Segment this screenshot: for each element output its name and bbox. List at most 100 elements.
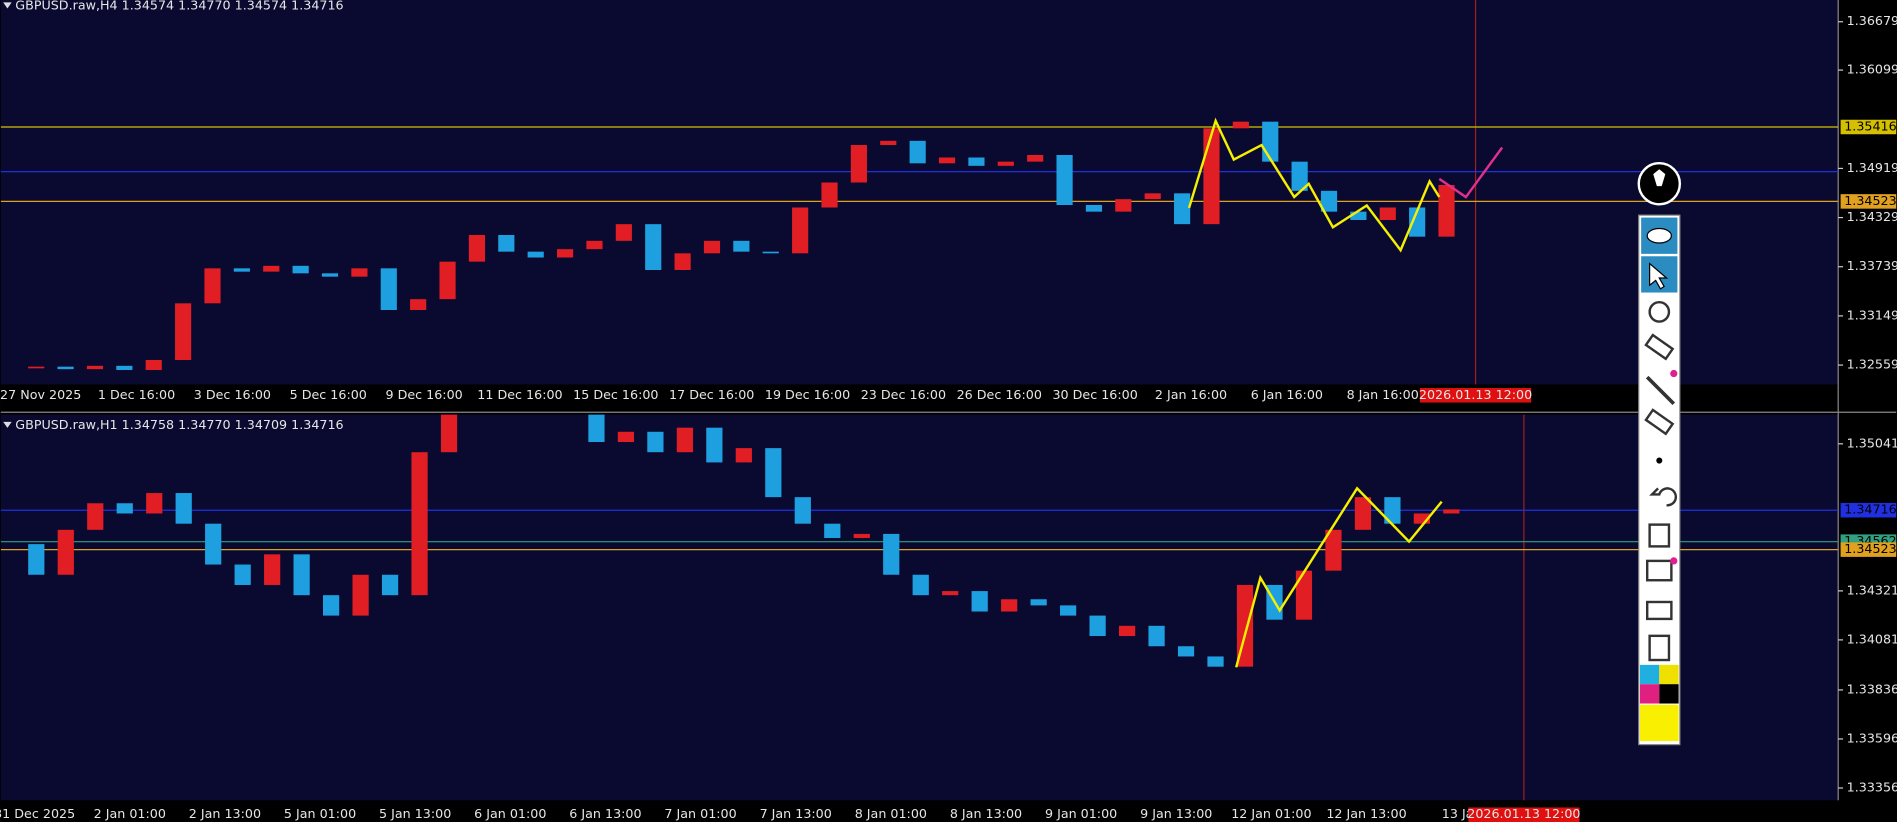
time-label: 27 Nov 2025 bbox=[0, 387, 81, 402]
price-label: 1.33149 bbox=[1847, 307, 1897, 322]
level-label: 1.34716 bbox=[1844, 502, 1896, 517]
clipboard-button[interactable] bbox=[1648, 634, 1671, 662]
screen-button[interactable] bbox=[1645, 559, 1673, 582]
dot-tool[interactable] bbox=[1656, 457, 1663, 464]
time-label: 6 Jan 01:00 bbox=[474, 806, 546, 821]
time-label: 2 Jan 16:00 bbox=[1155, 387, 1227, 402]
time-label: 19 Dec 16:00 bbox=[765, 387, 850, 402]
cursor-label: 2026.01.13 12:00 bbox=[1467, 806, 1580, 821]
current-color[interactable] bbox=[1639, 704, 1679, 742]
level-label: 1.34523 bbox=[1844, 193, 1896, 208]
candle bbox=[116, 365, 133, 370]
candle bbox=[323, 595, 340, 616]
chart-header: GBPUSD.raw,H1 1.34758 1.34770 1.34709 1.… bbox=[15, 417, 343, 432]
candle bbox=[1115, 199, 1132, 212]
time-label: 30 Dec 16:00 bbox=[1052, 387, 1137, 402]
candle bbox=[1232, 121, 1249, 129]
candle bbox=[410, 299, 427, 310]
time-label: 1 Dec 16:00 bbox=[98, 387, 175, 402]
pointer-icon bbox=[1649, 262, 1669, 290]
zigzag bbox=[1187, 117, 1441, 253]
candle bbox=[321, 273, 339, 277]
candle bbox=[912, 574, 929, 596]
time-label: 12 Jan 01:00 bbox=[1231, 806, 1311, 821]
time-axis-bg bbox=[0, 800, 1897, 822]
level-tag bbox=[1840, 194, 1897, 209]
time-label: 15 Dec 16:00 bbox=[573, 387, 658, 402]
level-label: 1.35416 bbox=[1844, 118, 1896, 133]
candle bbox=[909, 140, 926, 164]
candle bbox=[380, 268, 397, 310]
cursor-label: 2026.01.13 12:00 bbox=[1419, 387, 1532, 402]
candle bbox=[1320, 190, 1338, 212]
color-magenta[interactable] bbox=[1639, 684, 1660, 704]
candle bbox=[588, 414, 605, 442]
candle bbox=[676, 427, 693, 453]
candle bbox=[1089, 615, 1106, 637]
candle bbox=[647, 431, 664, 453]
candle bbox=[735, 448, 752, 463]
candle bbox=[733, 240, 750, 252]
candle bbox=[971, 591, 988, 612]
candle bbox=[116, 503, 133, 514]
time-label: 23 Dec 16:00 bbox=[861, 387, 946, 402]
price-label: 1.33836 bbox=[1847, 681, 1897, 696]
color-black[interactable] bbox=[1659, 684, 1679, 704]
color-cyan[interactable] bbox=[1639, 664, 1660, 685]
candle bbox=[997, 161, 1014, 166]
candle bbox=[233, 268, 250, 272]
candle bbox=[615, 224, 632, 241]
price-label: 1.32559 bbox=[1847, 357, 1897, 372]
level-tag bbox=[1840, 119, 1897, 135]
camera-button[interactable] bbox=[1645, 600, 1673, 621]
toolbar bbox=[1637, 161, 1682, 746]
draw-button[interactable] bbox=[1648, 300, 1671, 323]
chart-panel bbox=[0, 414, 1839, 667]
eye-icon bbox=[1646, 227, 1672, 244]
price-label: 1.33356 bbox=[1847, 779, 1897, 794]
cursor-tag bbox=[1468, 807, 1580, 822]
candle bbox=[440, 414, 458, 453]
collapse-arrow bbox=[3, 2, 12, 9]
candle bbox=[1262, 121, 1279, 162]
candle bbox=[175, 303, 192, 360]
candle bbox=[1144, 193, 1161, 200]
candle bbox=[1291, 161, 1308, 191]
candle bbox=[1174, 193, 1191, 225]
time-label: 9 Jan 13:00 bbox=[1140, 806, 1212, 821]
candle bbox=[1325, 529, 1342, 571]
candle bbox=[1001, 599, 1018, 612]
price-label: 1.36679 bbox=[1847, 13, 1897, 28]
level-tag bbox=[1840, 542, 1897, 557]
candle bbox=[57, 529, 74, 575]
projection bbox=[1438, 146, 1504, 199]
candle bbox=[1443, 509, 1460, 514]
candle bbox=[351, 268, 368, 277]
time-label: 11 Dec 16:00 bbox=[477, 387, 562, 402]
candle bbox=[498, 234, 515, 252]
chart-panel bbox=[0, 121, 1839, 370]
eraser-tool[interactable] bbox=[1644, 408, 1675, 436]
line-tool[interactable] bbox=[1645, 375, 1676, 406]
undo-button[interactable] bbox=[1649, 487, 1678, 507]
time-label: 9 Jan 01:00 bbox=[1045, 806, 1117, 821]
candle bbox=[968, 157, 985, 166]
color-yellow[interactable] bbox=[1659, 664, 1679, 685]
badge bbox=[1670, 557, 1678, 565]
price-label: 1.34919 bbox=[1847, 160, 1897, 175]
price-axis-bg bbox=[1838, 0, 1897, 822]
candle bbox=[204, 268, 221, 304]
candle bbox=[1413, 513, 1430, 524]
candle bbox=[557, 249, 574, 258]
badge bbox=[1670, 369, 1678, 378]
eraser-button[interactable] bbox=[1644, 333, 1675, 361]
price-label: 1.34329 bbox=[1847, 209, 1897, 224]
candle bbox=[1379, 207, 1396, 220]
delete-button[interactable] bbox=[1648, 523, 1671, 548]
candle bbox=[1027, 154, 1044, 162]
candle bbox=[762, 251, 779, 254]
candle bbox=[28, 366, 45, 369]
candle bbox=[1177, 646, 1195, 657]
candle bbox=[674, 253, 691, 270]
candle bbox=[86, 365, 104, 370]
